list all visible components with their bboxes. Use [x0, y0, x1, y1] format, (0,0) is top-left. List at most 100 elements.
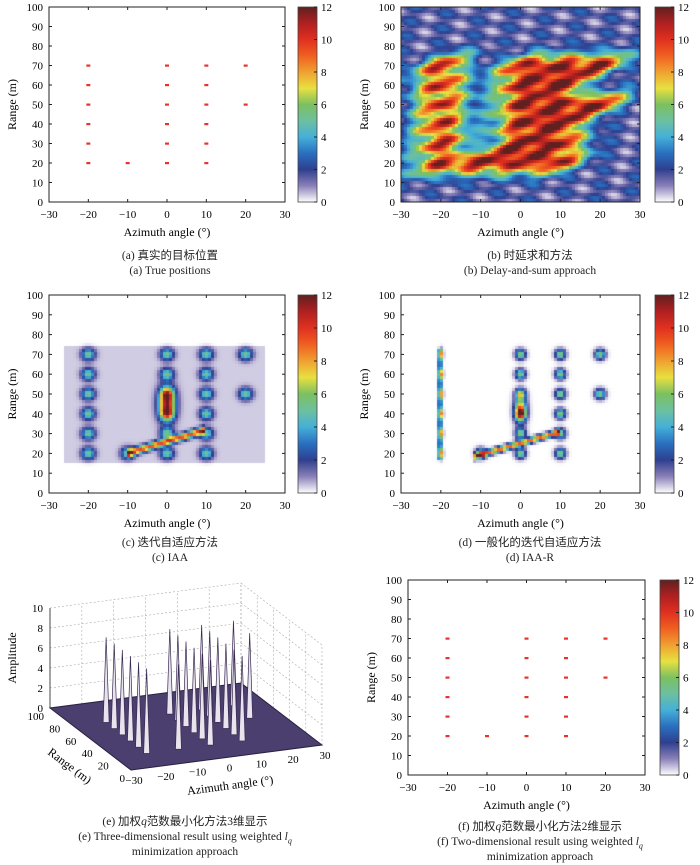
target-marker — [86, 142, 91, 145]
target-marker — [445, 676, 450, 679]
peak — [230, 649, 238, 736]
peak — [102, 637, 110, 723]
y-tick-label: 40 — [32, 409, 44, 421]
target-marker — [485, 735, 489, 738]
x-tick-label: −10 — [119, 209, 137, 221]
colorbar: 0 2 4 6 8 10 12 — [297, 2, 333, 209]
caption-c: (c) 迭代自适应方法 (c) IAA — [60, 536, 280, 566]
target-marker — [165, 64, 169, 67]
colorbar-tick-label: 10 — [678, 35, 690, 47]
colorbar-tick-label: 10 — [678, 323, 690, 335]
peak — [110, 643, 118, 729]
colorbar: 0 2 4 6 8 10 12 — [659, 575, 695, 782]
x-tick-label: 0 — [524, 782, 530, 794]
caption-e-en-2: minimization approach — [131, 846, 239, 858]
colorbar-tick-label: 2 — [321, 455, 327, 467]
x-tick-label: −10 — [189, 767, 207, 779]
colorbar: 0 2 4 6 8 10 12 — [654, 2, 690, 209]
colorbar-tick-label: 6 — [678, 389, 684, 401]
y-tick-label: 30 — [384, 139, 396, 151]
y-tick-label: 80 — [32, 330, 44, 342]
target-marker — [86, 103, 91, 106]
peak — [222, 643, 230, 729]
colorbar-tick-label: 0 — [321, 488, 327, 500]
x-tick-label: −20 — [432, 209, 450, 221]
caption-f-en: (f) Two-dimensional result using weighte… — [437, 836, 643, 851]
grid-line — [240, 662, 323, 726]
x-tick-label: −20 — [80, 500, 98, 512]
z-tick-label: 6 — [38, 643, 44, 655]
target-marker — [603, 676, 608, 679]
colorbar-tick-label: 0 — [683, 770, 689, 782]
y-tick-label: 90 — [391, 595, 403, 607]
x-tick-label: −10 — [472, 500, 490, 512]
target-marker — [564, 637, 568, 640]
x-tick-label: 20 — [240, 209, 252, 221]
target-marker — [524, 735, 529, 738]
target-marker — [445, 715, 450, 718]
target-marker — [204, 123, 209, 126]
caption-a-en: (a) True positions — [129, 265, 211, 277]
y-tick-label: 20 — [391, 731, 403, 743]
target-marker — [603, 637, 608, 640]
x-axis-label: Azimuth angle (°) — [124, 516, 211, 530]
y-tick-label: 10 — [32, 178, 44, 190]
caption-d: (d) 一般化的迭代自适应方法 (d) IAA-R — [410, 536, 650, 566]
plot-frame — [400, 294, 641, 494]
y-tick-label: 60 — [65, 736, 77, 748]
caption-e-cn: (e) 加权q范数最小化方法3维显示 — [102, 816, 268, 828]
peak — [127, 656, 134, 742]
y-tick-label: 0 — [38, 197, 44, 209]
grid-line — [240, 582, 323, 646]
x-tick-label: −30 — [40, 209, 58, 221]
peak — [246, 633, 254, 719]
colorbar-tick-label: 6 — [321, 389, 327, 401]
y-tick-label: 20 — [98, 761, 110, 773]
target-marker — [564, 735, 568, 738]
x-tick-label: 20 — [240, 500, 252, 512]
y-tick-label: 90 — [32, 22, 44, 34]
caption-f: (f) 加权q范数最小化方法2维显示 (f) Two-dimensional r… — [390, 820, 690, 865]
target-marker — [445, 696, 450, 699]
z-tick-label: 4 — [38, 663, 44, 675]
panel-a: −30 −20 −10 0 10 20 300102030405060708090100Az… — [5, 2, 333, 239]
y-tick-label: 90 — [384, 22, 396, 34]
target-marker — [86, 162, 91, 165]
caption-b-en: (b) Delay-and-sum approach — [463, 265, 597, 277]
x-tick-label: −10 — [472, 209, 490, 221]
target-marker — [204, 64, 209, 67]
peak — [118, 649, 126, 736]
y-tick-label: 40 — [32, 119, 44, 131]
x-tick-label: 30 — [280, 500, 292, 512]
x-tick-label: 30 — [635, 500, 647, 512]
colorbar-tick-label: 4 — [678, 132, 684, 144]
y-tick-label: 100 — [379, 2, 396, 14]
y-tick-label: 0 — [390, 197, 396, 209]
y-tick-label: 70 — [32, 349, 44, 361]
y-tick-label: 20 — [32, 448, 44, 460]
x-tick-label: 10 — [555, 209, 567, 221]
caption-f-cn: (f) 加权q范数最小化方法2维显示 — [458, 821, 622, 833]
y-tick-label: 60 — [32, 80, 44, 92]
colorbar-tick-label: 8 — [321, 67, 327, 79]
x-tick-label: 0 — [518, 209, 524, 221]
target-marker — [243, 103, 248, 106]
y-tick-label: 60 — [384, 80, 396, 92]
y-tick-label: 80 — [391, 614, 403, 626]
target-marker — [86, 64, 91, 67]
y-axis-label: Range (m) — [5, 369, 19, 420]
peak — [214, 637, 222, 723]
target-marker — [445, 657, 450, 660]
x-tick-label: 0 — [164, 500, 170, 512]
x-tick-label: −20 — [432, 500, 450, 512]
x-tick-label: 10 — [256, 758, 268, 770]
colorbar-tick-label: 12 — [683, 575, 694, 587]
x-tick-label: 0 — [227, 763, 233, 775]
caption-c-cn: (c) 迭代自适应方法 — [121, 537, 219, 549]
colorbar-tick-label: 10 — [321, 35, 333, 47]
x-tick-label: 10 — [201, 209, 213, 221]
panel-d: −30 −20 −10 0 10 20 300102030405060708090100Az… — [357, 290, 690, 530]
target-marker — [524, 676, 529, 679]
y-tick-label: 100 — [27, 290, 44, 302]
colorbar-tick-label: 10 — [321, 323, 333, 335]
